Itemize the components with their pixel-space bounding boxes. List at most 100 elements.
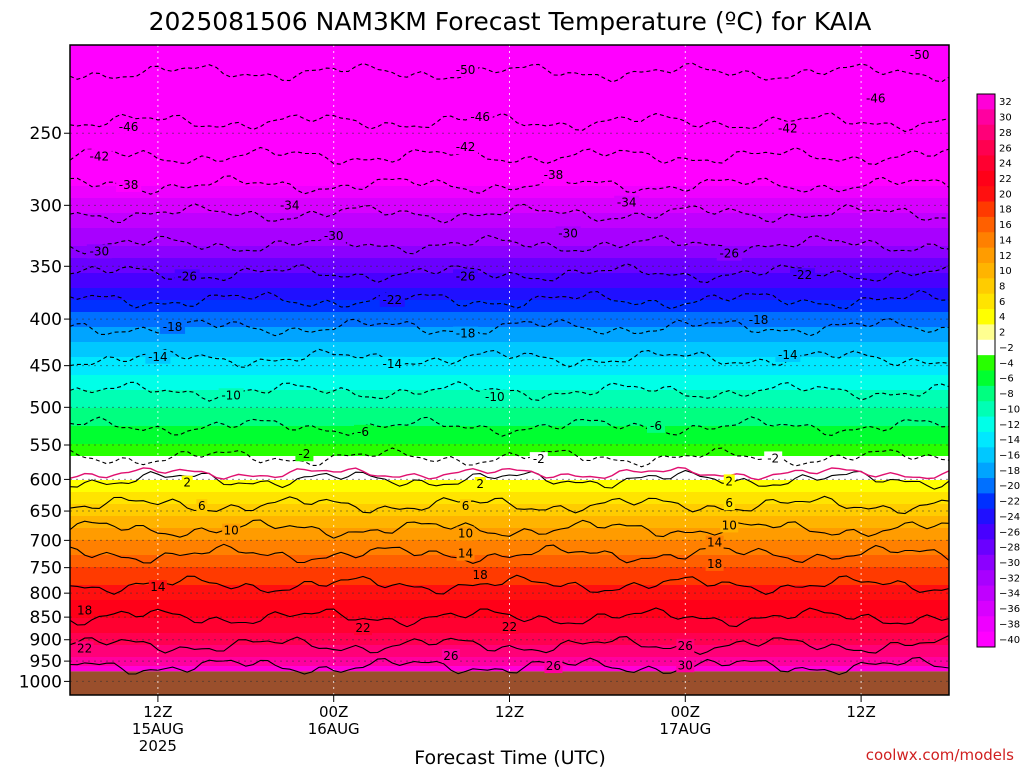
contour-label-bg (174, 269, 200, 284)
temp-band (70, 666, 949, 670)
temp-band (70, 402, 949, 406)
temp-band (70, 126, 949, 130)
contour-label: -18 (749, 313, 769, 327)
contour-label: -34 (280, 198, 300, 212)
contour-label: -26 (177, 269, 197, 283)
temp-band (70, 120, 949, 124)
temp-band (70, 300, 949, 304)
colorbar-swatch (977, 339, 995, 356)
colorbar-swatch (977, 585, 995, 602)
contour-label-bg (160, 319, 186, 334)
contour-label: 18 (707, 557, 722, 571)
y-tick-label: 600 (30, 470, 62, 490)
colorbar-swatch (977, 385, 995, 402)
y-tick-label: 850 (30, 608, 62, 628)
contour-label-bg (720, 518, 739, 533)
contour-label: 18 (77, 604, 92, 618)
contour-label-bg (716, 246, 742, 261)
colorbar-swatch (977, 262, 995, 279)
contour-line-dashed (70, 62, 949, 83)
contour-label-bg (863, 91, 889, 106)
temp-band (70, 606, 949, 610)
temp-band (70, 636, 949, 640)
temp-band (70, 84, 949, 88)
colorbar-swatch (977, 186, 995, 203)
colorbar-label: −16 (999, 450, 1020, 461)
temp-band (70, 144, 949, 148)
contour-line-dashed (70, 348, 949, 368)
contour-label-bg (647, 418, 665, 433)
colorbar-label: −10 (999, 404, 1020, 415)
temp-band (70, 186, 949, 190)
contour-label: -30 (558, 226, 578, 240)
contour-label: -30 (89, 244, 109, 258)
x-tick-label: 12Z (143, 703, 172, 721)
temp-band (70, 354, 949, 358)
contour-line (70, 635, 949, 655)
contour-label: -10 (221, 388, 241, 402)
temp-band (70, 528, 949, 532)
temp-band (70, 270, 949, 274)
colorbar-frame (976, 93, 996, 648)
contour-label: -38 (544, 168, 564, 182)
contour-label: -50 (456, 63, 476, 77)
temp-band (70, 342, 949, 346)
contour-label: 2 (725, 474, 733, 488)
contour-label-bg (181, 475, 193, 490)
temp-band (70, 54, 949, 58)
contour-line-dashed (70, 447, 949, 468)
contour-label-bg (86, 149, 112, 164)
temp-band (70, 384, 949, 388)
contour-label: 10 (458, 527, 473, 541)
colorbar-label: −8 (999, 389, 1014, 400)
contour-label: 18 (473, 568, 488, 582)
contour-label: -42 (89, 149, 109, 163)
contour-line (70, 543, 949, 564)
temp-band (70, 162, 949, 166)
contour-label-bg (379, 292, 405, 307)
contour-label: -10 (485, 390, 505, 404)
contour-label-bg (321, 228, 347, 243)
colorbar-swatch (977, 216, 995, 233)
contour-line (70, 495, 949, 515)
y-tick-label: 900 (30, 631, 62, 651)
contour-label: -22 (382, 293, 402, 307)
contour-label-bg (354, 621, 372, 636)
colorbar-label: 22 (999, 174, 1012, 185)
temp-band (70, 198, 949, 202)
colorbar-swatch (977, 232, 995, 249)
colorbar-swatch (977, 447, 995, 464)
contour-label-bg (196, 499, 208, 514)
colorbar-label: −20 (999, 481, 1020, 492)
temp-band (70, 504, 949, 508)
contour-label: -14 (382, 357, 402, 371)
colorbar-swatch (977, 508, 995, 525)
temp-band (70, 348, 949, 352)
contour-label: -42 (456, 140, 476, 154)
temp-band (70, 222, 949, 226)
contour-label: -26 (719, 247, 739, 261)
contour-label-bg (277, 198, 303, 213)
y-tick-label: 350 (30, 257, 62, 277)
y-tick-label: 750 (30, 559, 62, 579)
y-tick-label: 1000 (19, 672, 62, 692)
temp-band (70, 426, 949, 430)
x-tick-label: 12Z (495, 703, 524, 721)
y-tick-label: 650 (30, 502, 62, 522)
temp-band (70, 192, 949, 196)
colorbar-swatch (977, 278, 995, 295)
temp-band (70, 438, 949, 442)
colorbar-swatch (977, 324, 995, 341)
contour-label: 26 (678, 639, 693, 653)
contour-label-bg (116, 119, 142, 134)
contour-label: 14 (707, 536, 722, 550)
contour-label-bg (482, 389, 508, 404)
temp-band (70, 594, 949, 598)
colorbar-label: −38 (999, 619, 1020, 630)
contour-label: 14 (458, 547, 473, 561)
temp-band (70, 306, 949, 310)
chart-title: 2025081506 NAM3KM Forecast Temperature (… (149, 7, 872, 36)
colorbar-label: 14 (999, 235, 1012, 246)
contour-label: -42 (778, 121, 798, 135)
